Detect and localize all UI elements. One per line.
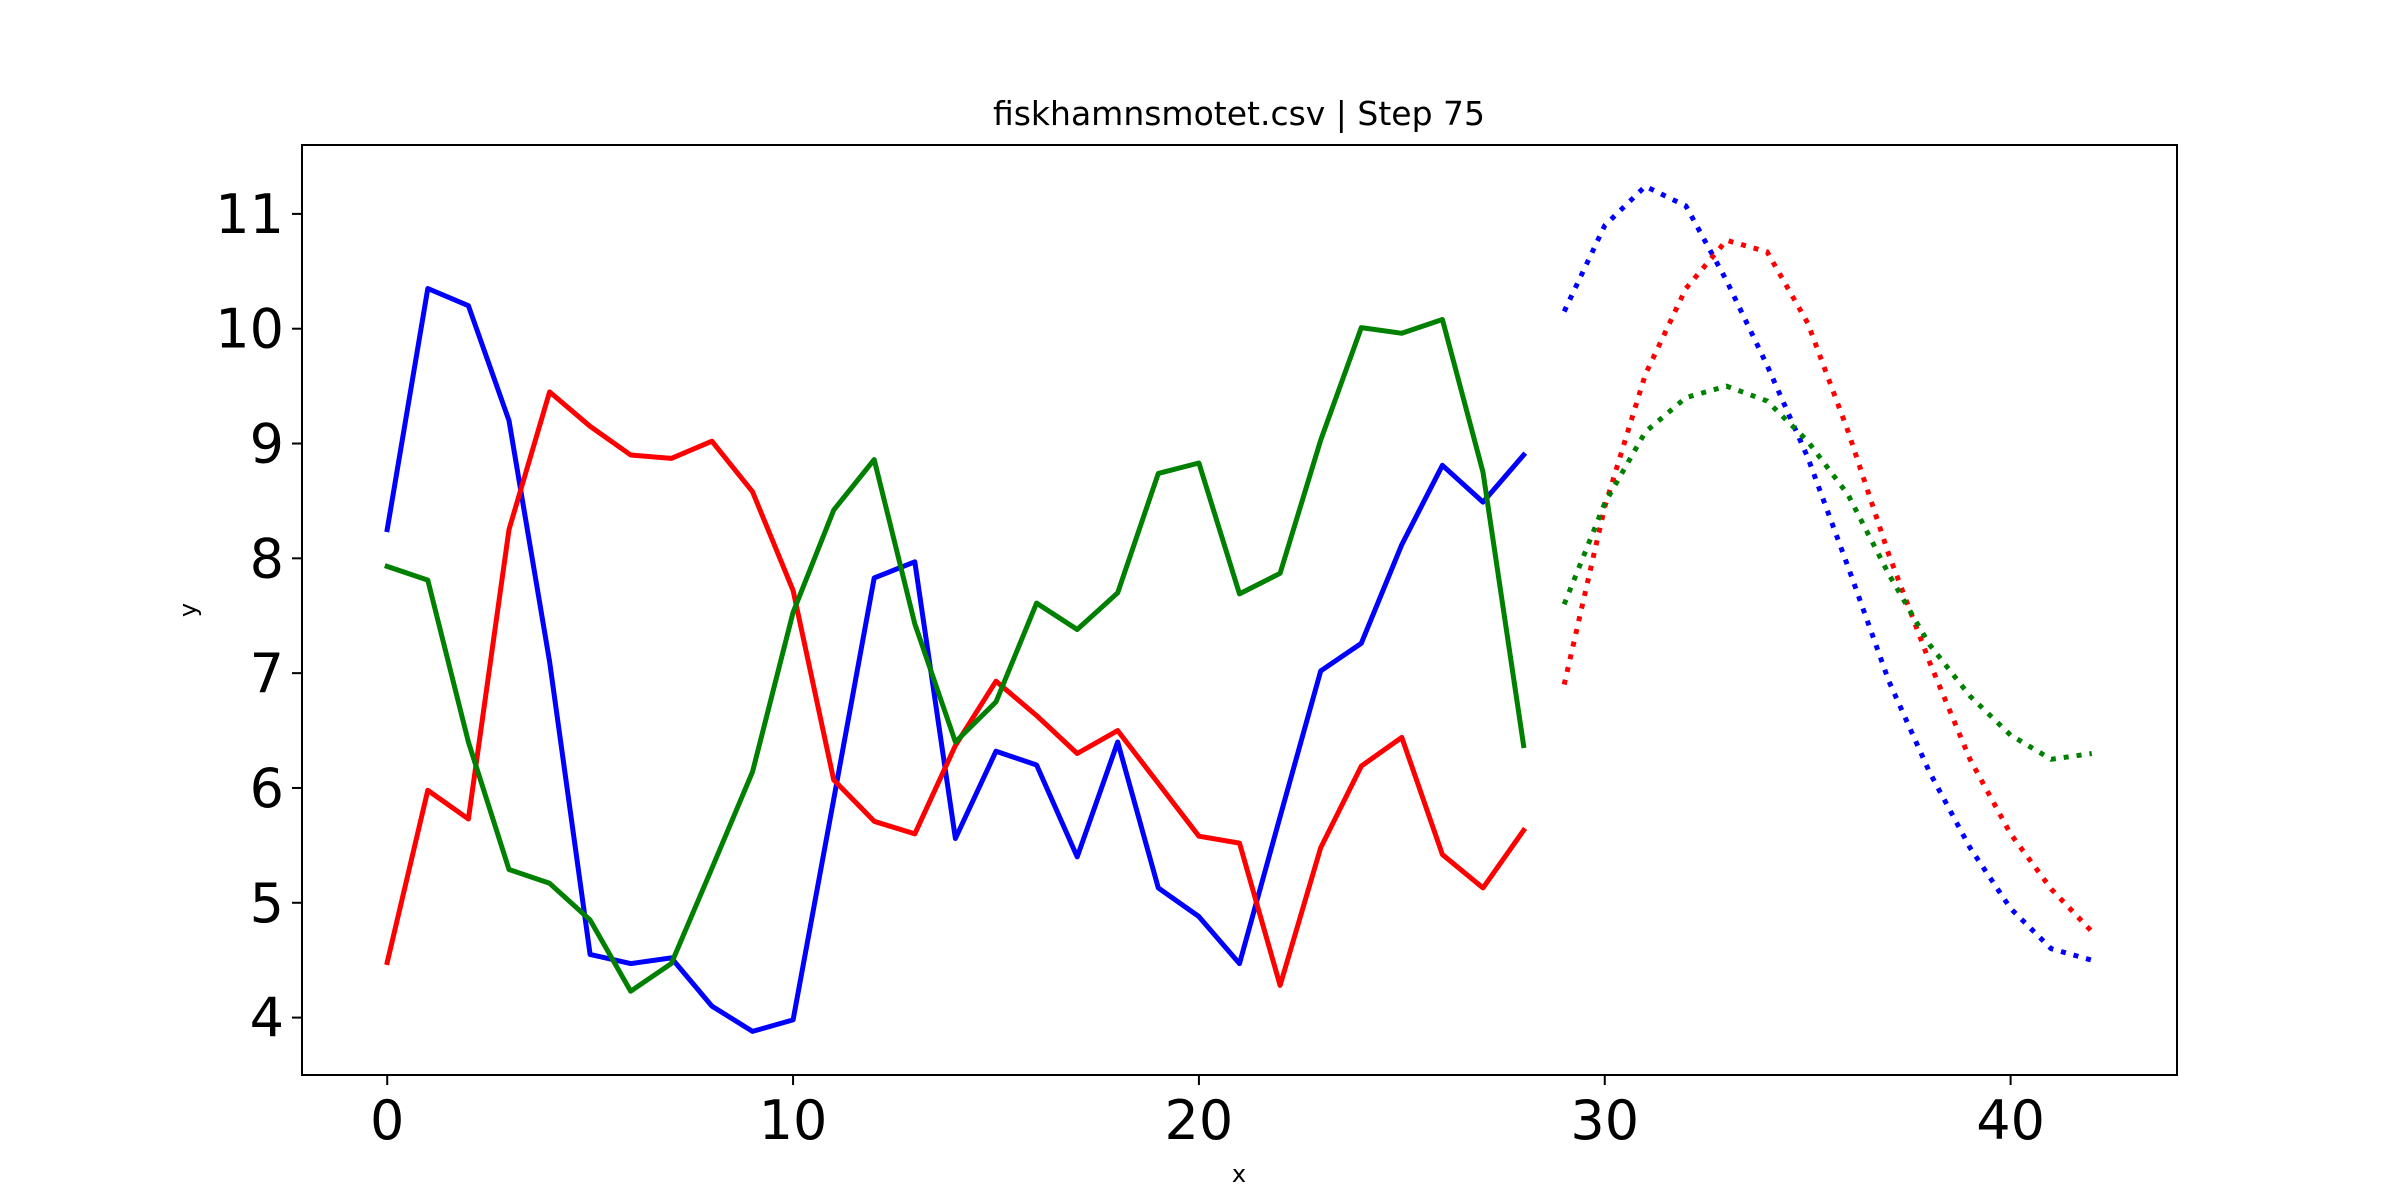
series-line-0-history xyxy=(384,286,1528,1034)
y-tick-label: 4 xyxy=(250,987,284,1050)
y-tick-label: 8 xyxy=(250,527,284,590)
y-tick-label: 5 xyxy=(250,872,284,935)
x-axis: 0 10 20 30 40 xyxy=(370,1075,2045,1152)
x-axis-label: x xyxy=(1232,1160,1246,1188)
y-tick-label: 9 xyxy=(250,413,284,476)
y-axis-label: y xyxy=(174,603,202,617)
y-axis: 4 5 6 7 8 9 10 11 xyxy=(215,183,302,1050)
series-layer xyxy=(384,183,2094,1034)
series-line-2-history xyxy=(384,317,1527,994)
y-tick-label: 6 xyxy=(250,757,284,820)
series-line-5-forecast xyxy=(1561,383,2093,762)
series-line-3-forecast xyxy=(1561,183,2093,963)
x-tick-label: 10 xyxy=(759,1089,828,1152)
x-tick-label: 30 xyxy=(1570,1089,1639,1152)
chart-title: fiskhamnsmotet.csv | Step 75 xyxy=(993,94,1485,133)
plot-area xyxy=(301,144,2178,1076)
axes-frame xyxy=(301,144,2178,1076)
y-tick-label: 10 xyxy=(215,298,284,361)
y-tick-label: 7 xyxy=(250,642,284,705)
series-line-1-history xyxy=(384,389,1528,988)
x-tick-label: 40 xyxy=(1976,1089,2045,1152)
x-tick-label: 20 xyxy=(1165,1089,1234,1152)
x-tick-label: 0 xyxy=(370,1089,404,1152)
y-tick-label: 11 xyxy=(215,183,284,246)
